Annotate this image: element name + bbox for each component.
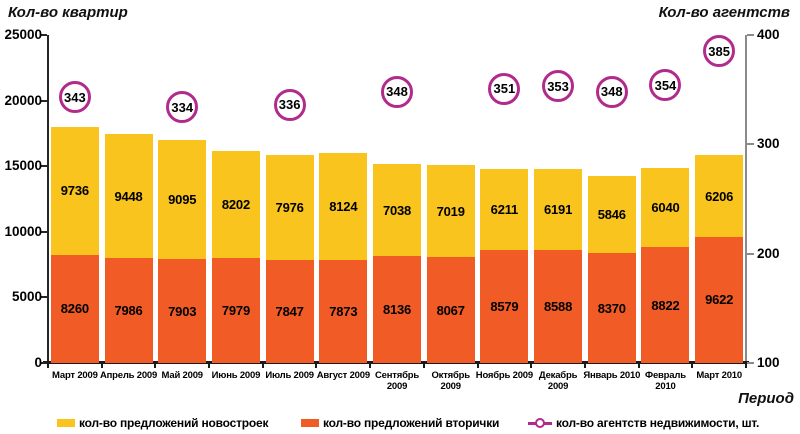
agency-count-marker: 354 — [649, 69, 682, 102]
x-category-label: Март 2009 — [52, 370, 98, 381]
agency-count-marker: 348 — [595, 75, 628, 108]
x-axis-tick — [154, 363, 157, 368]
right-axis-title: Кол-во агентств — [658, 4, 790, 21]
bar-segment-vtorichka: 8136 — [373, 256, 421, 363]
left-axis-tick-label: 5000 — [11, 289, 42, 305]
left-axis-tick — [40, 362, 47, 364]
left-axis-tick — [40, 296, 47, 299]
x-category-label: Июнь 2009 — [211, 370, 261, 381]
bar-segment-novostroyki: 7038 — [373, 163, 421, 257]
bar-segment-vtorichka: 8370 — [587, 253, 636, 363]
legend-label: кол-во агентств недвижимости, шт. — [556, 416, 760, 430]
x-category-label: Февраль 2010 — [645, 370, 686, 392]
x-category-label: Март 2010 — [696, 370, 742, 381]
bar-segment-vtorichka: 8579 — [480, 250, 529, 363]
bar-segment-novostroyki: 7019 — [426, 165, 475, 258]
x-axis-tick — [100, 363, 103, 368]
x-axis-tick — [583, 363, 586, 368]
bar-segment-novostroyki: 6191 — [534, 169, 583, 251]
legend-swatch-orange — [301, 419, 319, 427]
right-axis-tick-label: 300 — [757, 136, 780, 152]
x-category-label: Октябрь 2009 — [431, 370, 470, 392]
x-category-label: Ноябрь 2009 — [475, 370, 533, 381]
left-axis-tick — [40, 230, 47, 233]
bar-segment-vtorichka: 8067 — [426, 257, 475, 363]
agency-count-marker: 334 — [166, 91, 199, 124]
x-axis-tick — [208, 363, 211, 368]
x-category-label: Июль 2009 — [265, 370, 314, 381]
bar-segment-novostroyki: 5846 — [587, 176, 636, 254]
right-axis-tick-label: 100 — [757, 355, 780, 370]
bar-segment-novostroyki: 9095 — [158, 139, 207, 260]
right-axis-tick-label: 200 — [757, 245, 780, 261]
right-axis-tick — [747, 362, 754, 364]
x-axis-tick — [315, 363, 318, 368]
bar-segment-novostroyki: 7976 — [265, 155, 314, 261]
left-axis-tick-label: 10000 — [4, 223, 42, 239]
legend-item-vtorichka: кол-во предложений вторички — [301, 416, 499, 430]
left-axis-tick-label: 20000 — [4, 92, 42, 108]
left-axis-tick-label: 25000 — [4, 27, 42, 42]
x-axis-tick — [476, 363, 479, 368]
legend-label: кол-во предложений новостроек — [79, 416, 269, 430]
bar-segment-novostroyki: 6206 — [695, 155, 744, 237]
x-category-label: Май 2009 — [161, 370, 204, 381]
bar-segment-vtorichka: 7986 — [104, 258, 153, 363]
bar-segment-novostroyki: 8124 — [319, 153, 368, 260]
x-axis-tick — [745, 363, 747, 368]
x-category-label: Январь 2010 — [583, 370, 641, 381]
x-category-label: Сентябрь 2009 — [375, 370, 419, 392]
x-axis-tick — [369, 363, 372, 368]
agency-count-marker: 343 — [58, 81, 91, 114]
bar-segment-vtorichka: 7847 — [265, 260, 314, 363]
agency-count-marker: 348 — [381, 75, 413, 108]
bar-segment-vtorichka: 8260 — [50, 254, 99, 363]
right-axis-tick — [747, 34, 754, 36]
left-axis-tick — [40, 34, 47, 36]
legend-label: кол-во предложений вторички — [323, 416, 500, 430]
x-category-label: Апрель 2009 — [99, 370, 158, 381]
x-category-label: Декабрь 2009 — [538, 370, 578, 392]
x-axis-tick — [691, 363, 694, 368]
bar-segment-novostroyki: 9736 — [50, 126, 99, 255]
legend-swatch-yellow — [57, 419, 75, 427]
right-axis-tick-label: 400 — [757, 27, 780, 42]
left-axis-tick — [40, 99, 47, 102]
right-axis-tick — [747, 252, 754, 255]
agency-count-marker: 385 — [703, 35, 736, 68]
bar-segment-vtorichka: 9622 — [695, 236, 744, 363]
bar-segment-vtorichka: 7979 — [211, 258, 260, 363]
right-axis-tick — [747, 143, 754, 146]
agency-count-marker: 336 — [273, 88, 306, 121]
legend-circle-line-marker — [528, 418, 552, 428]
legend-item-agencies: кол-во агентств недвижимости, шт. — [528, 416, 759, 430]
left-axis-tick-label: 0 — [34, 355, 42, 370]
legend-item-novostroyki: кол-во предложений новостроек — [57, 416, 269, 430]
x-axis-tick — [261, 363, 264, 368]
x-axis-tick — [637, 363, 640, 368]
bar-segment-vtorichka: 7903 — [158, 259, 207, 363]
x-axis-title: Период — [738, 390, 794, 407]
agency-count-marker: 353 — [542, 70, 575, 103]
right-axis-line — [745, 35, 747, 363]
bar-segment-novostroyki: 9448 — [104, 134, 153, 259]
bar-segment-vtorichka: 8588 — [534, 250, 583, 363]
bar-segment-vtorichka: 8822 — [641, 247, 690, 363]
x-axis-tick — [530, 363, 533, 368]
x-axis-tick — [422, 363, 425, 368]
left-axis-tick — [40, 165, 47, 168]
bar-segment-novostroyki: 6211 — [480, 168, 529, 251]
bar-segment-novostroyki: 8202 — [211, 150, 260, 259]
bar-segment-novostroyki: 6040 — [641, 168, 690, 248]
left-axis-title: Кол-во квартир — [8, 4, 128, 21]
x-axis-tick — [47, 363, 49, 368]
agency-count-marker: 351 — [488, 72, 521, 105]
x-category-label: Август 2009 — [316, 370, 370, 381]
left-axis-line — [47, 35, 49, 363]
bar-segment-vtorichka: 7873 — [319, 259, 368, 363]
left-axis-tick-label: 15000 — [4, 158, 42, 174]
